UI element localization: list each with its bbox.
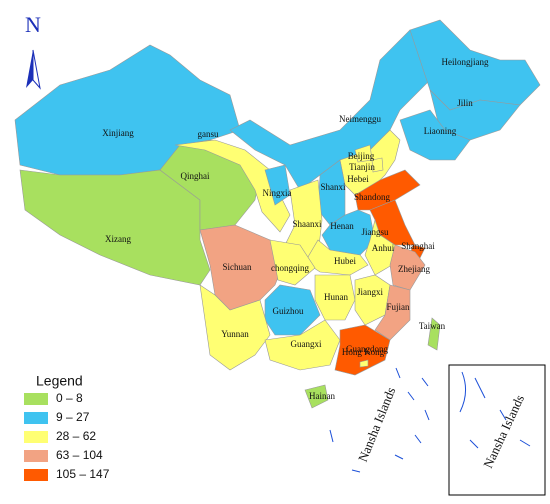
legend-swatch bbox=[24, 393, 48, 405]
province-label: Xizang bbox=[105, 234, 131, 244]
province-label: Jiangxi bbox=[357, 287, 383, 297]
legend-swatch bbox=[24, 450, 48, 462]
province bbox=[264, 164, 291, 206]
province-label: Guangdong bbox=[346, 344, 388, 354]
legend-swatch bbox=[24, 412, 48, 424]
province-labels: Xinjiang Xizang Qinghai gansu Neimenggu Heilo… bbox=[102, 57, 489, 401]
legend-label: 105 – 147 bbox=[56, 467, 110, 481]
arrow-right bbox=[32, 49, 41, 90]
province bbox=[19, 169, 211, 286]
south-sea-lines bbox=[329, 367, 430, 473]
province-label: Tianjin bbox=[349, 162, 375, 172]
province-label: Sichuan bbox=[223, 262, 252, 272]
arrow-left bbox=[26, 50, 33, 88]
province-label: Shaanxi bbox=[293, 219, 322, 229]
province-label: chongqing bbox=[271, 263, 309, 273]
province-label: gansu bbox=[198, 129, 219, 139]
province bbox=[364, 218, 396, 276]
province-label: Beijing bbox=[348, 151, 375, 161]
legend-title: Legend bbox=[36, 373, 83, 389]
province-label: Hunan bbox=[324, 292, 348, 302]
legend-label: 0 – 8 bbox=[56, 391, 83, 405]
province-label: Anhui bbox=[372, 243, 395, 253]
north-label: N bbox=[25, 12, 41, 37]
province-label: Qinghai bbox=[181, 171, 210, 181]
province-label: Hubei bbox=[334, 256, 356, 266]
province-label: Heilongjiang bbox=[442, 57, 489, 67]
north-arrow: N bbox=[25, 12, 41, 90]
province-label: Hebei bbox=[347, 174, 369, 184]
province-label: Neimenggu bbox=[339, 114, 381, 124]
province-label: Hong Kong bbox=[342, 347, 385, 357]
province-label: Henan bbox=[330, 221, 354, 231]
legend-swatch bbox=[24, 431, 48, 443]
province bbox=[334, 324, 391, 376]
nansha-label: Nansha Islands bbox=[355, 385, 399, 464]
province bbox=[229, 29, 441, 191]
boundary-dash bbox=[329, 367, 430, 473]
province bbox=[427, 317, 441, 351]
legend-label: 63 – 104 bbox=[56, 448, 103, 462]
province-label: Zhejiang bbox=[398, 264, 430, 274]
province bbox=[304, 384, 329, 409]
legend: Legend 0 – 8 9 – 27 28 – 62 63 – 104 105 – 1… bbox=[24, 373, 110, 481]
province bbox=[314, 274, 356, 321]
province bbox=[359, 359, 369, 368]
legend-swatch bbox=[24, 469, 48, 481]
province bbox=[339, 129, 401, 196]
province-label: Yunnan bbox=[221, 329, 249, 339]
province bbox=[354, 169, 421, 211]
province bbox=[199, 224, 286, 311]
province-label: Guangxi bbox=[291, 339, 322, 349]
province bbox=[264, 319, 341, 371]
legend-label: 9 – 27 bbox=[56, 410, 90, 424]
province-label: Jiangsu bbox=[362, 227, 390, 237]
province bbox=[269, 239, 316, 286]
provinces bbox=[14, 19, 541, 409]
province bbox=[199, 284, 271, 371]
province-label: Shanxi bbox=[320, 182, 346, 192]
province-label: Taiwan bbox=[419, 321, 446, 331]
province-label: Jilin bbox=[457, 98, 473, 108]
province bbox=[399, 109, 471, 161]
legend-label: 28 – 62 bbox=[56, 429, 96, 443]
province-label: Liaoning bbox=[424, 126, 457, 136]
province bbox=[174, 139, 291, 233]
province-label: Ningxia bbox=[263, 188, 292, 198]
province-label: Hainan bbox=[309, 391, 335, 401]
province bbox=[371, 157, 384, 173]
inset-lines bbox=[459, 371, 531, 449]
province-label: Shandong bbox=[354, 192, 391, 202]
province-label: Shanghai bbox=[401, 241, 435, 251]
province-label: Fujian bbox=[386, 302, 410, 312]
province-label: Xinjiang bbox=[102, 128, 134, 138]
province-label: Guizhou bbox=[273, 306, 304, 316]
